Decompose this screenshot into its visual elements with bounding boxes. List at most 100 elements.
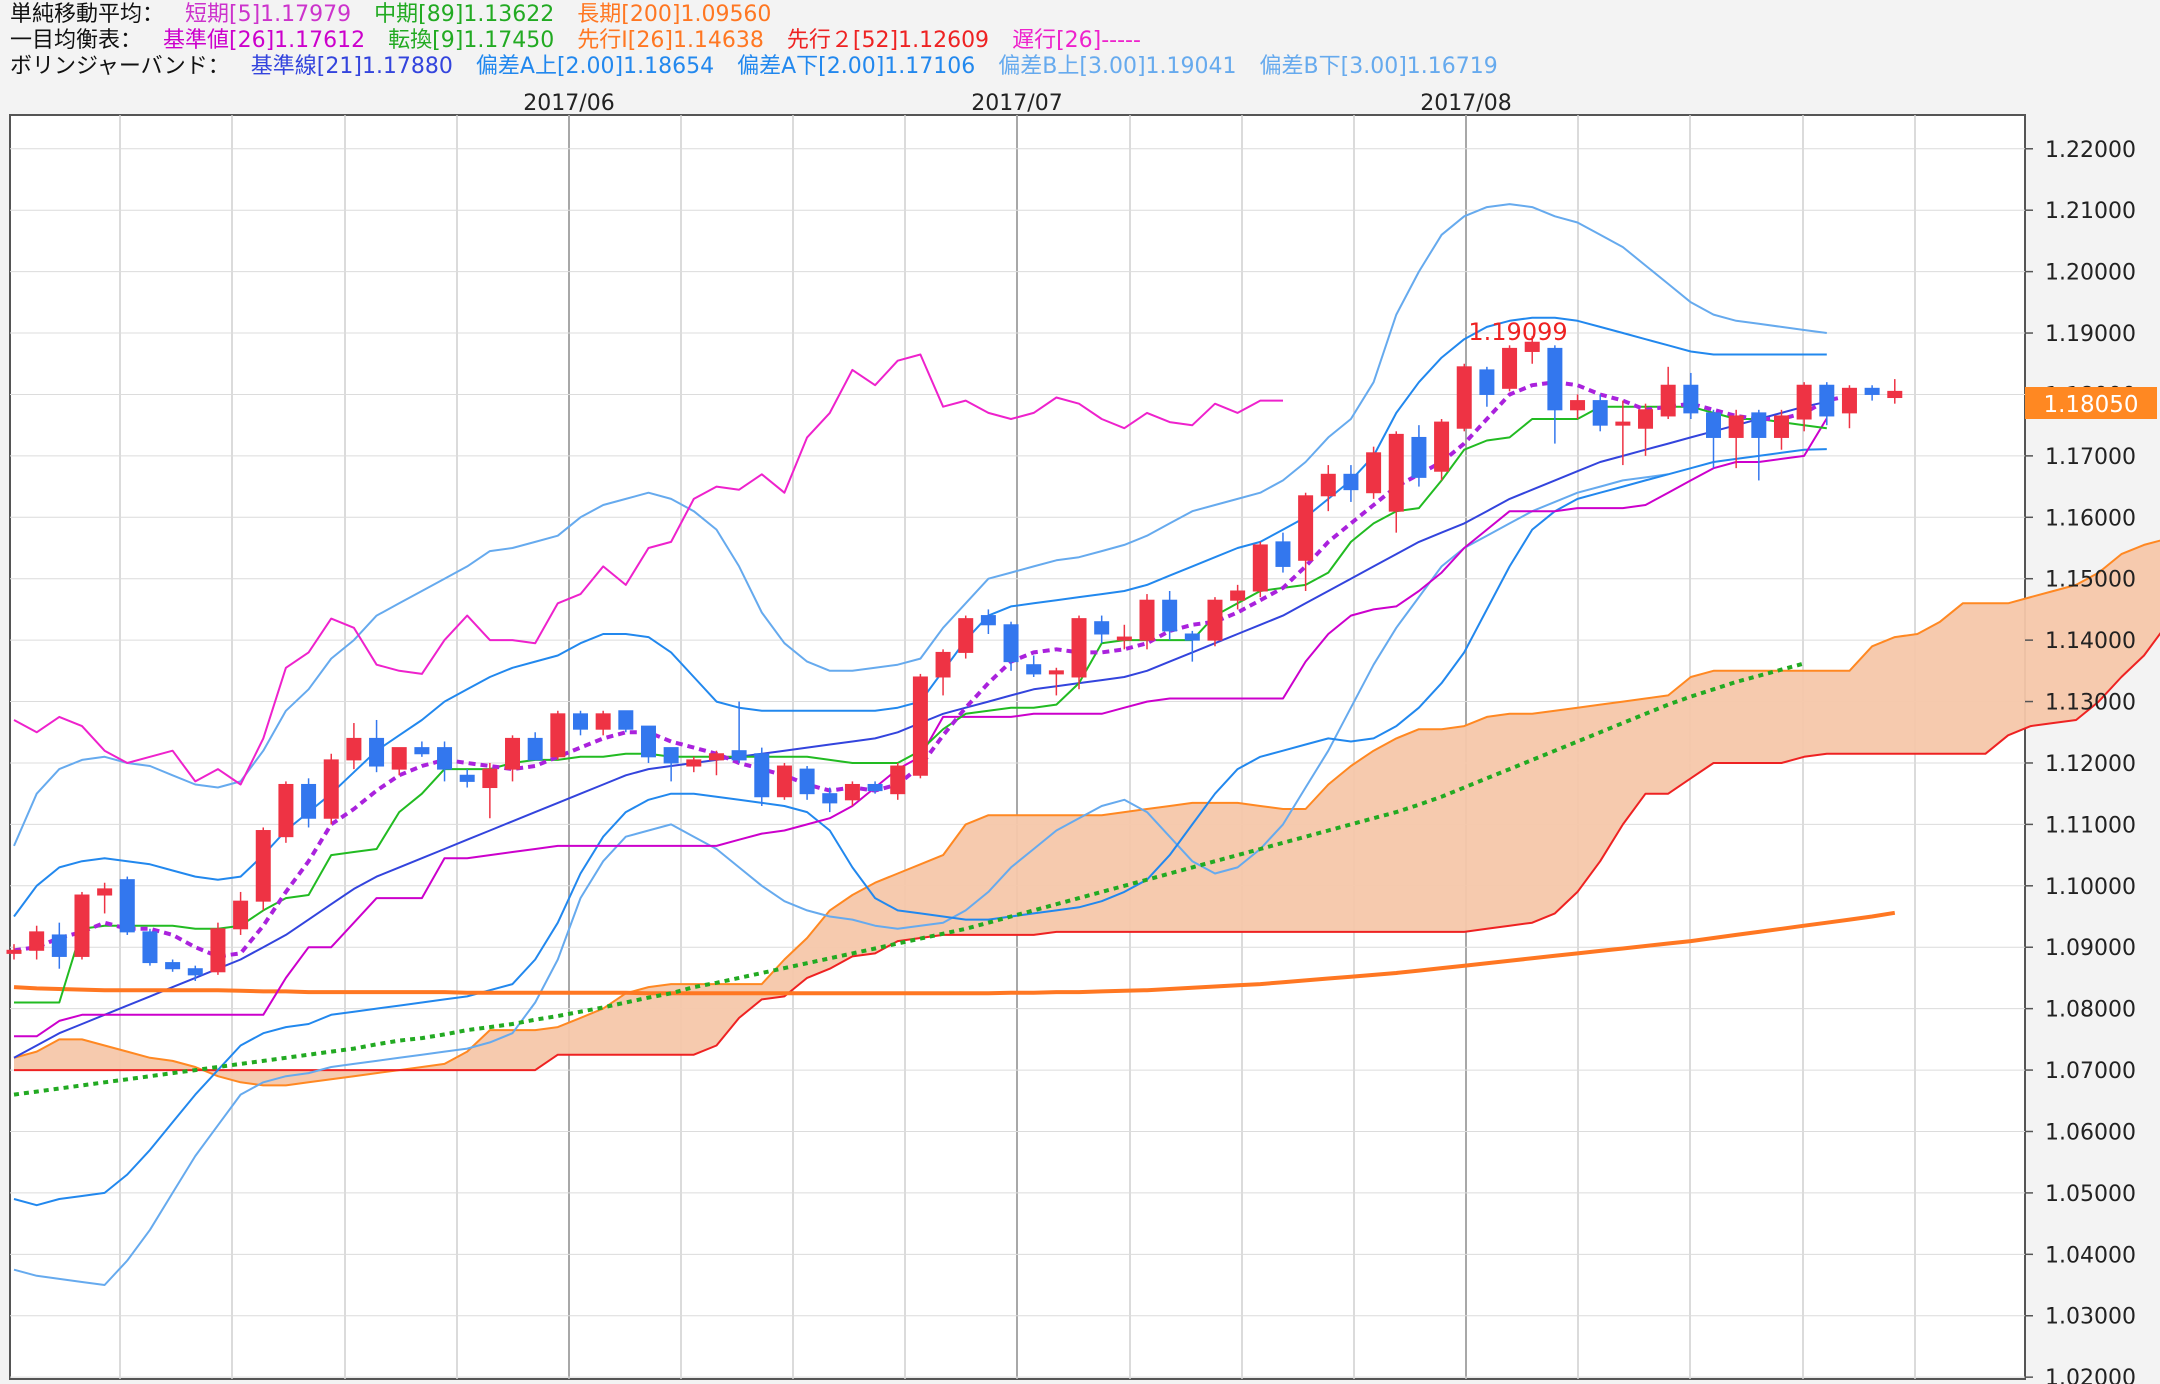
candle-body [1841,387,1857,414]
candle-body [1071,618,1087,678]
y-tick-label: 1.20000 [2045,261,2136,286]
sma-long-line [13,910,1896,996]
y-tick-label: 1.17000 [2045,445,2136,470]
bollinger-b-lower [13,473,1669,1286]
candle [51,922,67,969]
candle-body [187,968,203,976]
candle-body [595,713,611,730]
y-tick-label: 1.16000 [2045,506,2136,531]
candle [1502,345,1518,392]
bollinger-a-lower [13,448,1827,1207]
candle [74,891,90,960]
candle [1864,385,1880,401]
candle [550,710,566,760]
candle-body [1751,412,1767,438]
candle [1094,615,1110,644]
candle [1139,594,1155,650]
candle-body [1116,636,1132,641]
candle-body [867,783,883,792]
date-axis: 2017/06 2017/07 2017/08 [523,91,1511,116]
candle-body [550,713,566,758]
candle [1048,667,1064,696]
ichimoku-cloud [13,539,2160,1087]
candle-body [51,934,67,957]
candle [1184,630,1200,662]
bollinger-b-upper [13,203,1827,847]
candle [867,781,883,794]
candle [958,615,974,659]
candle [890,762,906,800]
candle [346,723,362,770]
candle-body [369,737,385,767]
candle-body [1003,624,1019,663]
span-a-line [13,539,2160,1087]
y-tick-label: 1.06000 [2045,1120,2136,1145]
candle [1660,366,1676,420]
candle-body [1479,369,1495,395]
candle-body [1570,400,1586,411]
candle-body [1252,544,1268,592]
legend-ichimoku-span-a: 先行Ⅰ[26]1.14638 [577,28,764,53]
candle-body [822,793,838,804]
ichimoku-lagging-line [13,353,1283,786]
candle [1638,403,1654,456]
candle-body [1366,452,1382,494]
sma-short-line [13,380,1850,959]
candle [618,710,634,733]
candle-body [1706,412,1721,438]
candle-body [912,676,928,776]
candle-body [1660,384,1676,417]
candle-body [1139,599,1155,641]
candle-body [1773,415,1789,438]
candle [595,710,611,736]
x-month-label: 2017/08 [1420,91,1511,116]
candle-body [1796,384,1812,420]
y-tick-label: 1.22000 [2045,138,2136,163]
candle [754,747,770,806]
candle [233,891,249,935]
candle [1819,382,1835,426]
candle-body [1547,347,1563,411]
y-tick-label: 1.08000 [2045,998,2136,1023]
candle-body [165,962,181,970]
candle [1751,409,1767,481]
candle [1411,425,1427,487]
y-tick-label: 1.21000 [2045,199,2136,224]
candle-body [573,713,588,730]
candle-body [1728,415,1744,438]
candle [731,701,747,763]
candle [1003,621,1019,671]
candle-body [1502,347,1518,389]
candle [1547,345,1563,444]
candle [1298,492,1314,591]
candle-body [1184,633,1200,641]
candle-body [663,747,679,764]
candle [255,827,271,911]
candle-body [1456,366,1472,429]
candle-body [6,949,22,954]
candle-body [1887,390,1903,399]
legend-sma-mid: 中期[89]1.13622 [374,2,555,27]
candle-body [708,753,724,761]
candle-body [74,894,90,957]
candle [301,778,317,828]
legend-label-sma: 単純移動平均： [10,2,165,27]
candle [1887,379,1903,404]
candle [708,750,724,776]
candle [912,673,928,779]
candle-body [527,737,543,761]
legend-sma-long: 長期[200]1.09560 [577,2,772,27]
candle-body [323,759,339,819]
candle [1841,385,1857,429]
y-tick-label: 1.19000 [2045,322,2136,347]
candle [640,725,656,763]
candle [323,753,339,825]
candle [822,787,838,813]
candle-body [1094,621,1110,635]
candle [1456,363,1472,432]
candle-body [1434,421,1450,472]
candle-body [1162,599,1178,632]
candle [414,741,430,757]
legend-bb-a-down: 偏差A下[2.00]1.17106 [737,54,976,79]
